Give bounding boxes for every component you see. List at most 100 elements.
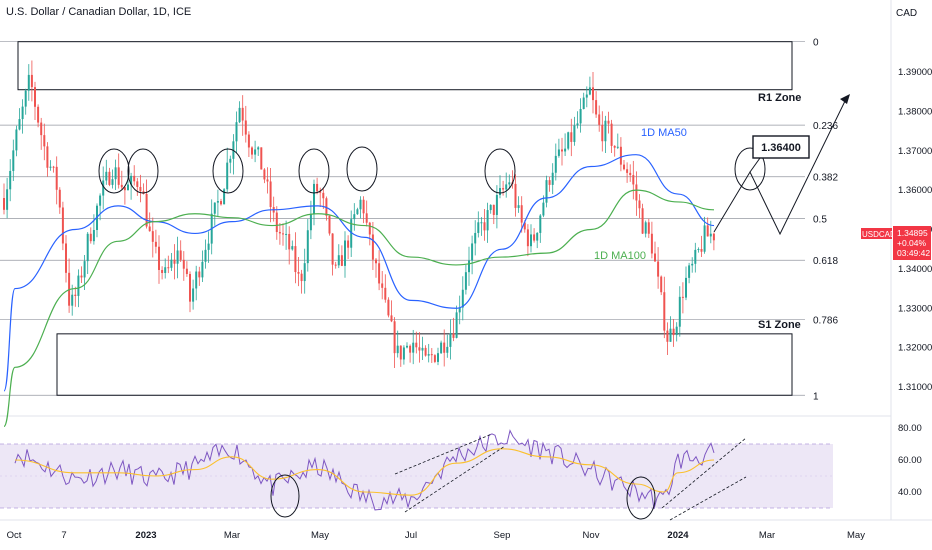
candle-body	[334, 264, 337, 266]
candle-body	[688, 265, 691, 278]
time-tick-label: Mar	[224, 530, 240, 541]
time-tick-label: Jul	[405, 530, 417, 541]
candle-body	[542, 202, 545, 216]
candle-body	[647, 222, 650, 234]
candle-body	[158, 246, 160, 270]
fib-label: 0.618	[813, 256, 838, 267]
price-tick-label: 1.36000	[898, 185, 932, 196]
time-tick-label: Mar	[759, 530, 775, 541]
highlight-circle	[98, 148, 130, 194]
candle-body	[282, 233, 284, 235]
candle-body	[402, 347, 405, 360]
candle-body	[83, 261, 86, 278]
time-tick-label: Sep	[494, 530, 511, 541]
candle-body	[207, 243, 210, 250]
candle-body	[694, 249, 697, 264]
price-tag-countdown: 03:49:42	[897, 248, 930, 258]
candle-body	[557, 149, 560, 156]
candle-body	[468, 260, 470, 273]
s1-zone-label: S1 Zone	[758, 319, 801, 331]
time-tick-label: Nov	[583, 530, 600, 541]
candle-body	[660, 276, 663, 293]
candle-body	[393, 321, 396, 354]
price-tag-price: 1.34895	[897, 228, 928, 238]
candle-body	[195, 271, 198, 289]
candle-body	[337, 255, 340, 266]
candle-body	[80, 275, 83, 278]
candle-body	[706, 225, 709, 237]
candle-body	[148, 226, 151, 232]
currency-label[interactable]: CAD	[896, 8, 918, 19]
candle-body	[375, 259, 377, 264]
candle-body	[390, 315, 393, 322]
highlight-circle	[346, 146, 378, 192]
candle-body	[458, 307, 461, 313]
candle-body	[294, 246, 297, 273]
candle-body	[551, 172, 554, 185]
candle-body	[167, 267, 170, 269]
candle-body	[120, 184, 123, 188]
candle-body	[471, 243, 474, 261]
ma100-label: 1D MA100	[594, 250, 646, 262]
candle-body	[570, 132, 573, 142]
candle-body	[533, 234, 536, 241]
candle-body	[526, 229, 529, 247]
candle-body	[685, 277, 687, 298]
candle-body	[433, 355, 436, 362]
candle-body	[216, 201, 219, 203]
candle-body	[530, 234, 532, 247]
candle-body	[381, 283, 384, 288]
candle-body	[108, 171, 111, 185]
candle-body	[340, 255, 343, 266]
candle-body	[573, 125, 576, 142]
ma50-line	[3, 154, 715, 392]
candle-body	[49, 166, 52, 168]
candle-body	[331, 233, 334, 265]
time-tick-label: 7	[61, 530, 66, 541]
candle-body	[6, 189, 9, 210]
ma50-label: 1D MA50	[641, 127, 687, 139]
candle-body	[430, 354, 433, 356]
candle-body	[74, 294, 77, 296]
candle-body	[61, 207, 64, 244]
candle-body	[595, 100, 598, 115]
candle-body	[691, 263, 694, 266]
candle-body	[703, 225, 706, 252]
highlight-circle	[298, 148, 330, 194]
candle-body	[495, 195, 498, 215]
projection-arrowhead	[840, 94, 850, 104]
candle-body	[40, 122, 43, 136]
candle-body	[700, 249, 703, 252]
rsi-line	[14, 429, 715, 511]
candle-body	[133, 175, 136, 182]
candle-body	[663, 292, 666, 331]
candle-body	[111, 179, 114, 185]
candle-body	[145, 193, 148, 227]
candle-body	[18, 119, 21, 130]
candle-body	[514, 183, 517, 208]
candle-body	[350, 219, 353, 248]
candle-body	[406, 345, 408, 348]
candle-body	[635, 184, 638, 201]
candle-body	[359, 199, 362, 210]
candle-body	[263, 169, 266, 180]
rsi-channel-line	[394, 433, 493, 475]
candle-body	[554, 155, 557, 173]
candle-body	[198, 271, 201, 278]
candle-body	[309, 214, 312, 231]
candle-body	[12, 150, 15, 171]
fib-label: 0	[813, 38, 819, 49]
candle-body	[114, 167, 117, 180]
candle-body	[415, 342, 418, 348]
candle-body	[164, 267, 167, 274]
candle-body	[486, 210, 489, 231]
highlight-circle	[484, 148, 516, 194]
r1-zone-label: R1 Zone	[758, 92, 801, 104]
rsi-tick-label: 40.00	[898, 487, 922, 498]
price-tag-value-box	[893, 226, 931, 260]
candle-body	[697, 249, 700, 251]
candle-body	[170, 259, 173, 268]
candle-body	[229, 158, 232, 163]
candle-body	[619, 146, 622, 165]
